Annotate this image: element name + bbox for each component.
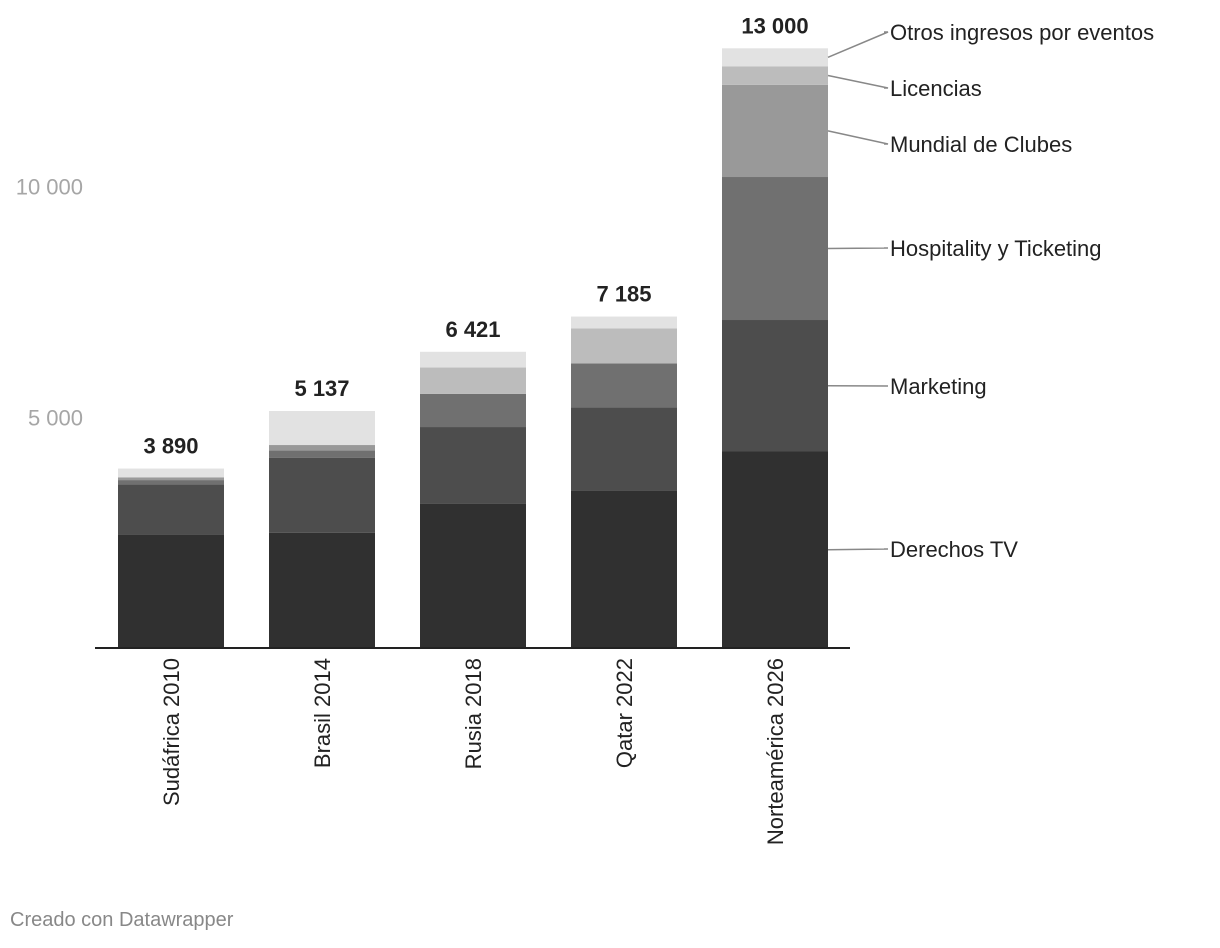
bar-segment	[269, 445, 375, 451]
legend-leader-line	[827, 31, 889, 58]
total-label: 7 185	[596, 282, 651, 307]
legend-item: Otros ingresos por eventos	[827, 20, 1154, 58]
bar-segment	[118, 477, 224, 481]
legend-item: Licencias	[827, 74, 982, 101]
category-labels: Sudáfrica 2010 Brasil 2014 Rusia 2018 Qatar…	[159, 658, 788, 845]
bar-segment	[269, 457, 375, 533]
bar-segment	[118, 468, 224, 478]
bar-segment	[118, 534, 224, 648]
legend-item: Hospitality y Ticketing	[827, 236, 1102, 261]
category-label: Brasil 2014	[310, 658, 335, 768]
legend-label: Marketing	[890, 374, 987, 399]
legend-label: Otros ingresos por eventos	[890, 20, 1154, 45]
bar-segment	[722, 84, 828, 178]
bar-segment	[269, 411, 375, 446]
legend-label: Derechos TV	[890, 537, 1018, 562]
legend-item: Marketing	[827, 374, 987, 399]
legend-leader-line	[827, 74, 889, 89]
y-tick-label: 10 000	[16, 175, 83, 200]
bar-segment	[118, 484, 224, 535]
legend-leader-line	[827, 548, 889, 551]
bar-segment	[722, 66, 828, 85]
bar-segment	[571, 490, 677, 648]
category-label: Norteamérica 2026	[763, 658, 788, 845]
bar-segment	[722, 177, 828, 321]
total-label: 3 890	[143, 434, 198, 459]
category-label: Qatar 2022	[612, 658, 637, 768]
category-label: Sudáfrica 2010	[159, 658, 184, 806]
legend: Derechos TV Marketing Hospitality y Ticket…	[827, 20, 1154, 562]
legend-leader-line	[827, 130, 889, 145]
bar-segment	[118, 480, 224, 485]
legend-leader-line	[827, 247, 889, 250]
bar-segment	[269, 532, 375, 648]
y-axis-ticks: 5 000 10 000	[16, 175, 83, 431]
bar-segment	[722, 48, 828, 67]
bar-segment	[722, 451, 828, 648]
y-tick-label: 5 000	[28, 405, 83, 430]
total-labels: 3 890 5 137 6 421 7 185 13 000	[143, 13, 808, 458]
legend-label: Mundial de Clubes	[890, 132, 1072, 157]
bars	[118, 48, 828, 648]
total-label: 5 137	[294, 376, 349, 401]
bar-segment	[571, 316, 677, 329]
legend-item: Mundial de Clubes	[827, 130, 1072, 157]
category-label: Rusia 2018	[461, 658, 486, 769]
total-label: 6 421	[445, 317, 500, 342]
bar-segment	[571, 363, 677, 408]
bar-segment	[420, 351, 526, 368]
bar-segment	[571, 328, 677, 364]
bar-segment	[420, 427, 526, 504]
bar-segment	[420, 393, 526, 428]
bar-segment	[420, 367, 526, 394]
legend-item: Derechos TV	[827, 537, 1018, 562]
total-label: 13 000	[741, 13, 808, 38]
legend-label: Hospitality y Ticketing	[890, 236, 1102, 261]
bar-segment	[420, 503, 526, 648]
legend-label: Licencias	[890, 76, 982, 101]
footer-credit: Creado con Datawrapper	[10, 909, 234, 931]
bar-segment	[269, 450, 375, 458]
bar-segment	[571, 407, 677, 491]
bar-segment	[722, 320, 828, 452]
